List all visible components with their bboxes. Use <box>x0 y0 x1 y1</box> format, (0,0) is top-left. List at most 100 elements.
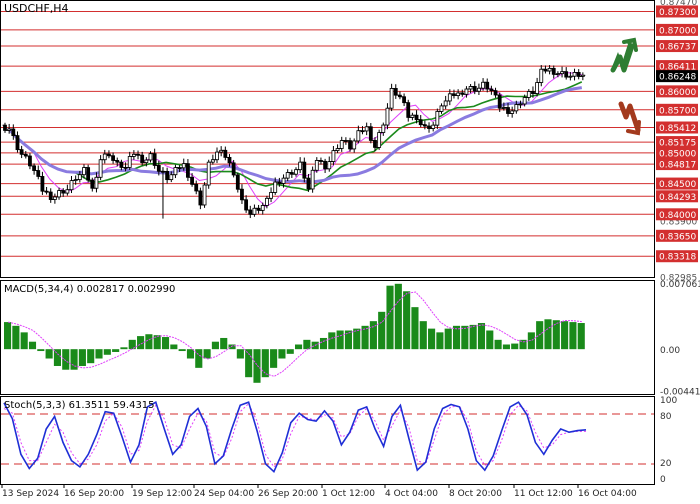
candle <box>143 157 149 167</box>
candle <box>123 162 129 172</box>
candle <box>576 69 582 80</box>
level-tag-label: 0.85000 <box>659 149 696 159</box>
candle <box>430 121 436 132</box>
level-tag <box>656 23 698 36</box>
candle <box>52 193 58 204</box>
up-arrow-icon <box>610 37 638 73</box>
macd-bar <box>303 339 311 350</box>
candle <box>559 66 565 78</box>
macd-bar <box>220 337 228 350</box>
candle <box>214 147 220 164</box>
macd-bar <box>236 349 244 359</box>
stochastic-panel: Stoch(5,3,3) 61.3511 59.4315 <box>0 396 655 485</box>
macd-bar <box>228 344 236 350</box>
macd-bar <box>203 349 211 359</box>
macd-bar <box>452 325 461 350</box>
macd-bar <box>369 321 377 350</box>
candle <box>301 157 307 183</box>
candle <box>156 160 162 176</box>
candle <box>538 65 544 87</box>
candle <box>364 122 370 136</box>
macd-bar <box>436 332 444 350</box>
macd-panel-frame <box>0 280 655 395</box>
price-axis: 0.87470 0.83900 0.82985 0.87300 0.87000 0.867… <box>656 0 698 284</box>
candle <box>330 146 336 166</box>
macd-bar <box>253 349 261 383</box>
candle <box>343 137 349 145</box>
stoch-tick-label: 100 <box>660 396 677 406</box>
macd-label: MACD(5,34,4) 0.002817 0.002990 <box>4 284 175 295</box>
candle <box>285 169 291 182</box>
level-tag-label: 0.84817 <box>659 161 696 171</box>
level-tag <box>656 177 698 190</box>
candle <box>484 78 490 93</box>
macd-bar <box>70 349 78 370</box>
stoch-panel-frame <box>0 396 655 485</box>
candle <box>351 138 357 153</box>
moving-average-line <box>7 86 583 184</box>
time-tick-label: 24 Sep 04:00 <box>194 489 254 499</box>
candle <box>60 188 66 197</box>
macd-bar <box>178 349 186 352</box>
macd-bar <box>353 328 361 350</box>
candle <box>19 145 25 159</box>
time-tick-label: 8 Oct 20:00 <box>449 489 502 499</box>
macd-bar <box>28 341 37 350</box>
candle <box>56 187 62 200</box>
candle <box>39 171 45 195</box>
macd-bar <box>245 349 253 378</box>
macd-bar <box>112 349 120 352</box>
candle <box>293 167 299 177</box>
level-tag <box>656 229 698 242</box>
candle <box>256 204 262 214</box>
macd-bar <box>428 328 436 350</box>
time-tick-label: 11 Oct 12:00 <box>514 489 573 499</box>
macd-bar <box>278 349 286 359</box>
level-tag-label: 0.83650 <box>659 232 696 242</box>
macd-bar <box>37 349 45 352</box>
level-tag-label: 0.85700 <box>659 106 696 116</box>
macd-bar <box>328 332 336 350</box>
macd-bar <box>544 319 552 350</box>
macd-bar <box>62 349 70 370</box>
candle <box>472 81 478 95</box>
level-tag-label: 0.86737 <box>659 43 696 53</box>
candle <box>522 94 528 107</box>
candle <box>497 92 503 112</box>
level-tag-label: 0.87000 <box>659 26 696 36</box>
macd-bar <box>344 330 352 350</box>
macd-bar <box>12 325 20 350</box>
macd-bar <box>153 335 161 350</box>
candle <box>305 173 311 192</box>
macd-bar <box>403 291 411 350</box>
candle <box>172 164 178 179</box>
macd-bar <box>511 343 519 350</box>
level-tag <box>656 85 698 98</box>
price-tick-label: 0.83900 <box>660 217 697 227</box>
macd-bar <box>411 307 419 350</box>
stoch-tick-label: 0 <box>660 475 666 485</box>
macd-tick-label: 0.007061 <box>660 280 700 290</box>
macd-bar <box>319 337 328 350</box>
macd-bar <box>444 328 452 350</box>
macd-axis: 0.007061 0.00 -0.00441 <box>660 280 700 397</box>
candle <box>297 157 303 173</box>
macd-bar <box>519 339 527 350</box>
macd-bar <box>361 325 369 350</box>
candle <box>98 155 104 181</box>
macd-signal-line <box>8 291 582 377</box>
candle <box>501 102 507 111</box>
time-tick-label: 4 Oct 04:00 <box>385 489 438 499</box>
macd-bar <box>577 323 585 350</box>
stoch-tick-label: 80 <box>660 412 672 422</box>
candle <box>202 182 208 208</box>
candle <box>193 180 199 195</box>
candle <box>31 163 37 175</box>
level-tag <box>656 40 698 53</box>
candle <box>235 172 241 193</box>
candle <box>355 125 361 144</box>
price-tick-label: 0.82985 <box>660 274 697 284</box>
candle <box>443 95 449 110</box>
